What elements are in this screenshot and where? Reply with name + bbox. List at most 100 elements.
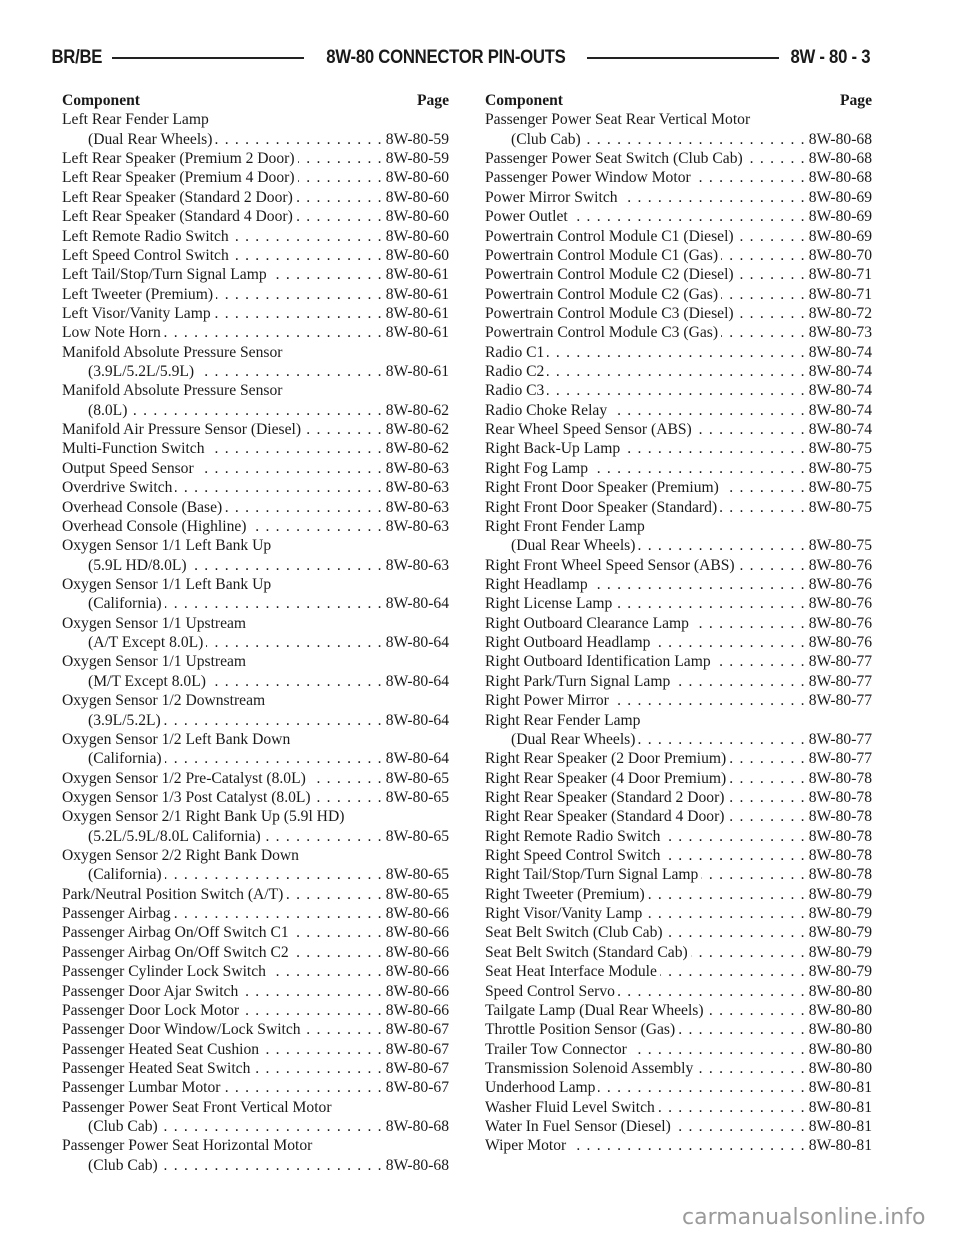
- entry-page: 8W-80-75: [808, 498, 872, 516]
- entry-line: Output Speed Sensor 8W-80-63: [62, 459, 449, 478]
- dot-leader: [241, 982, 382, 1001]
- index-entry: Output Speed Sensor 8W-80-63: [62, 459, 449, 478]
- dot-leader: [209, 672, 383, 691]
- entry-page: 8W-80-79: [808, 943, 872, 961]
- entry-line: Powertrain Control Module C3 (Gas) 8W-80-…: [485, 323, 872, 342]
- entry-line: Multi-Function Switch 8W-80-62: [62, 439, 449, 458]
- header-rule: [111, 57, 304, 59]
- entry-page: 8W-80-77: [808, 672, 872, 690]
- dot-leader: [571, 207, 806, 226]
- index-entry: Passenger Door Window/Lock Switch 8W-80-6…: [62, 1020, 449, 1039]
- entry-name: Right Headlamp: [485, 575, 588, 593]
- entry-line: Radio C1 8W-80-74: [485, 343, 872, 362]
- entry-page: 8W-80-62: [385, 421, 449, 439]
- entry-page: 8W-80-60: [385, 227, 449, 245]
- index-entry: Radio C3 8W-80-74: [485, 381, 872, 400]
- entry-page: 8W-80-61: [385, 285, 449, 303]
- index-entry: Passenger Door Ajar Switch 8W-80-66: [62, 982, 449, 1001]
- index-entry: Park/Neutral Position Switch (A/T) 8W-80-…: [62, 885, 449, 904]
- entry-page: 8W-80-63: [385, 498, 449, 516]
- index-entry: Right Speed Control Switch 8W-80-78: [485, 846, 872, 865]
- entry-name: Left Rear Speaker (Premium 2 Door): [62, 150, 295, 168]
- dot-leader: [314, 788, 383, 807]
- index-entry: Trailer Tow Connector 8W-80-80: [485, 1040, 872, 1059]
- dot-leader: [691, 943, 806, 962]
- entry-page: 8W-80-79: [808, 924, 872, 942]
- index-entry: Right Back-Up Lamp 8W-80-75: [485, 439, 872, 458]
- entry-line: Right Rear Speaker (Standard 4 Door) 8W-8…: [485, 807, 872, 826]
- entry-name: Passenger Door Ajar Switch: [62, 982, 239, 1000]
- index-entry: Seat Heat Interface Module 8W-80-79: [485, 962, 872, 981]
- entry-name: Radio C3: [485, 382, 545, 400]
- entry-line: (Dual Rear Wheels) 8W-80-59: [62, 130, 449, 149]
- entry-name: Powertrain Control Module C2 (Gas): [485, 285, 719, 303]
- entry-page: 8W-80-64: [385, 595, 449, 613]
- entry-page: 8W-80-69: [808, 188, 872, 206]
- index-entry: Right Front Wheel Speed Sensor (ABS) 8W-8…: [485, 556, 872, 575]
- entry-name: Powertrain Control Module C3 (Diesel): [485, 304, 734, 322]
- entry-page: 8W-80-59: [385, 130, 449, 148]
- entry-line: Powertrain Control Module C1 (Diesel) 8W-…: [485, 227, 872, 246]
- entry-name: Power Outlet: [485, 208, 568, 226]
- entry-name: Transmission Solenoid Assembly: [485, 1059, 694, 1077]
- entry-line: Powertrain Control Module C2 (Diesel) 8W-…: [485, 265, 872, 284]
- index-entry: Water In Fuel Sensor (Diesel) 8W-80-81: [485, 1117, 872, 1136]
- entry-page: 8W-80-71: [808, 285, 872, 303]
- index-entry: Right Rear Speaker (2 Door Premium) 8W-80…: [485, 749, 872, 768]
- entry-line: Passenger Heated Seat Switch 8W-80-67: [62, 1059, 449, 1078]
- entry-page: 8W-80-66: [385, 905, 449, 923]
- entry-name: Multi-Function Switch: [62, 440, 205, 458]
- index-entry: Right Tail/Stop/Turn Signal Lamp 8W-80-78: [485, 865, 872, 884]
- entry-page: 8W-80-66: [385, 963, 449, 981]
- dot-leader: [727, 788, 805, 807]
- entry-page: 8W-80-65: [385, 788, 449, 806]
- dot-leader: [638, 730, 805, 749]
- entry-name: Oxygen Sensor 1/1 Upstream: [62, 614, 247, 632]
- entry-page: 8W-80-77: [808, 750, 872, 768]
- dot-leader: [737, 265, 806, 284]
- index-entry: Right Rear Speaker (4 Door Premium) 8W-80…: [485, 769, 872, 788]
- entry-name: Seat Heat Interface Module: [485, 963, 657, 981]
- entry-line: Right Outboard Clearance Lamp 8W-80-76: [485, 614, 872, 633]
- dot-leader: [296, 207, 383, 226]
- entry-page: 8W-80-66: [385, 982, 449, 1000]
- entry-line: (3.9L/5.2L/5.9L) 8W-80-61: [62, 362, 449, 381]
- index-entry: Powertrain Control Module C1 (Gas) 8W-80-…: [485, 246, 872, 265]
- entry-page: 8W-80-73: [808, 324, 872, 342]
- dot-leader: [696, 1059, 806, 1078]
- entry-page: 8W-80-68: [808, 130, 872, 148]
- entry-name: Right Tweeter (Premium): [485, 885, 645, 903]
- index-entry: Left Rear Speaker (Premium 2 Door) 8W-80-…: [62, 149, 449, 168]
- index-entry: Right Remote Radio Switch 8W-80-78: [485, 827, 872, 846]
- entry-name: Left Rear Speaker (Premium 4 Door): [62, 169, 295, 187]
- dot-leader: [262, 1040, 383, 1059]
- dot-leader: [161, 1156, 383, 1175]
- entry-name: Passenger Heated Seat Switch: [62, 1059, 251, 1077]
- dot-leader: [165, 865, 383, 884]
- entry-line: Overhead Console (Highline) 8W-80-63: [62, 517, 449, 536]
- index-entry: Oxygen Sensor 2/2 Right Bank Down (Califo…: [62, 846, 449, 885]
- dot-leader: [296, 188, 383, 207]
- entry-name-continued: (Dual Rear Wheels): [511, 537, 636, 555]
- dot-leader: [270, 265, 383, 284]
- entry-line: (California) 8W-80-64: [62, 594, 449, 613]
- entry-name: Passenger Power Window Motor: [485, 169, 691, 187]
- index-entry: Right Front Door Speaker (Standard) 8W-80…: [485, 498, 872, 517]
- entry-page: 8W-80-80: [808, 1001, 872, 1019]
- entry-line: (Club Cab) 8W-80-68: [485, 130, 872, 149]
- index-entry: Right Outboard Headlamp 8W-80-76: [485, 633, 872, 652]
- index-entry: Manifold Absolute Pressure Sensor (3.9L/5…: [62, 343, 449, 382]
- entry-name: Right Front Fender Lamp: [485, 517, 645, 535]
- entry-name: Oxygen Sensor 1/1 Upstream: [62, 653, 247, 671]
- entry-page: 8W-80-75: [808, 537, 872, 555]
- entry-name: Overhead Console (Highline): [62, 517, 247, 535]
- entry-name-continued: (California): [88, 750, 162, 768]
- index-entry: Right Outboard Clearance Lamp 8W-80-76: [485, 614, 872, 633]
- entry-page: 8W-80-67: [385, 1059, 449, 1077]
- entry-line: Right Speed Control Switch 8W-80-78: [485, 846, 872, 865]
- entry-page: 8W-80-78: [808, 827, 872, 845]
- entry-name: Speed Control Servo: [485, 982, 615, 1000]
- entry-name-continued: (5.2L/5.9L/8.0L California): [88, 827, 261, 845]
- dot-leader: [547, 362, 805, 381]
- index-column-right: Component Page Passenger Power Seat Rear V…: [485, 91, 872, 1156]
